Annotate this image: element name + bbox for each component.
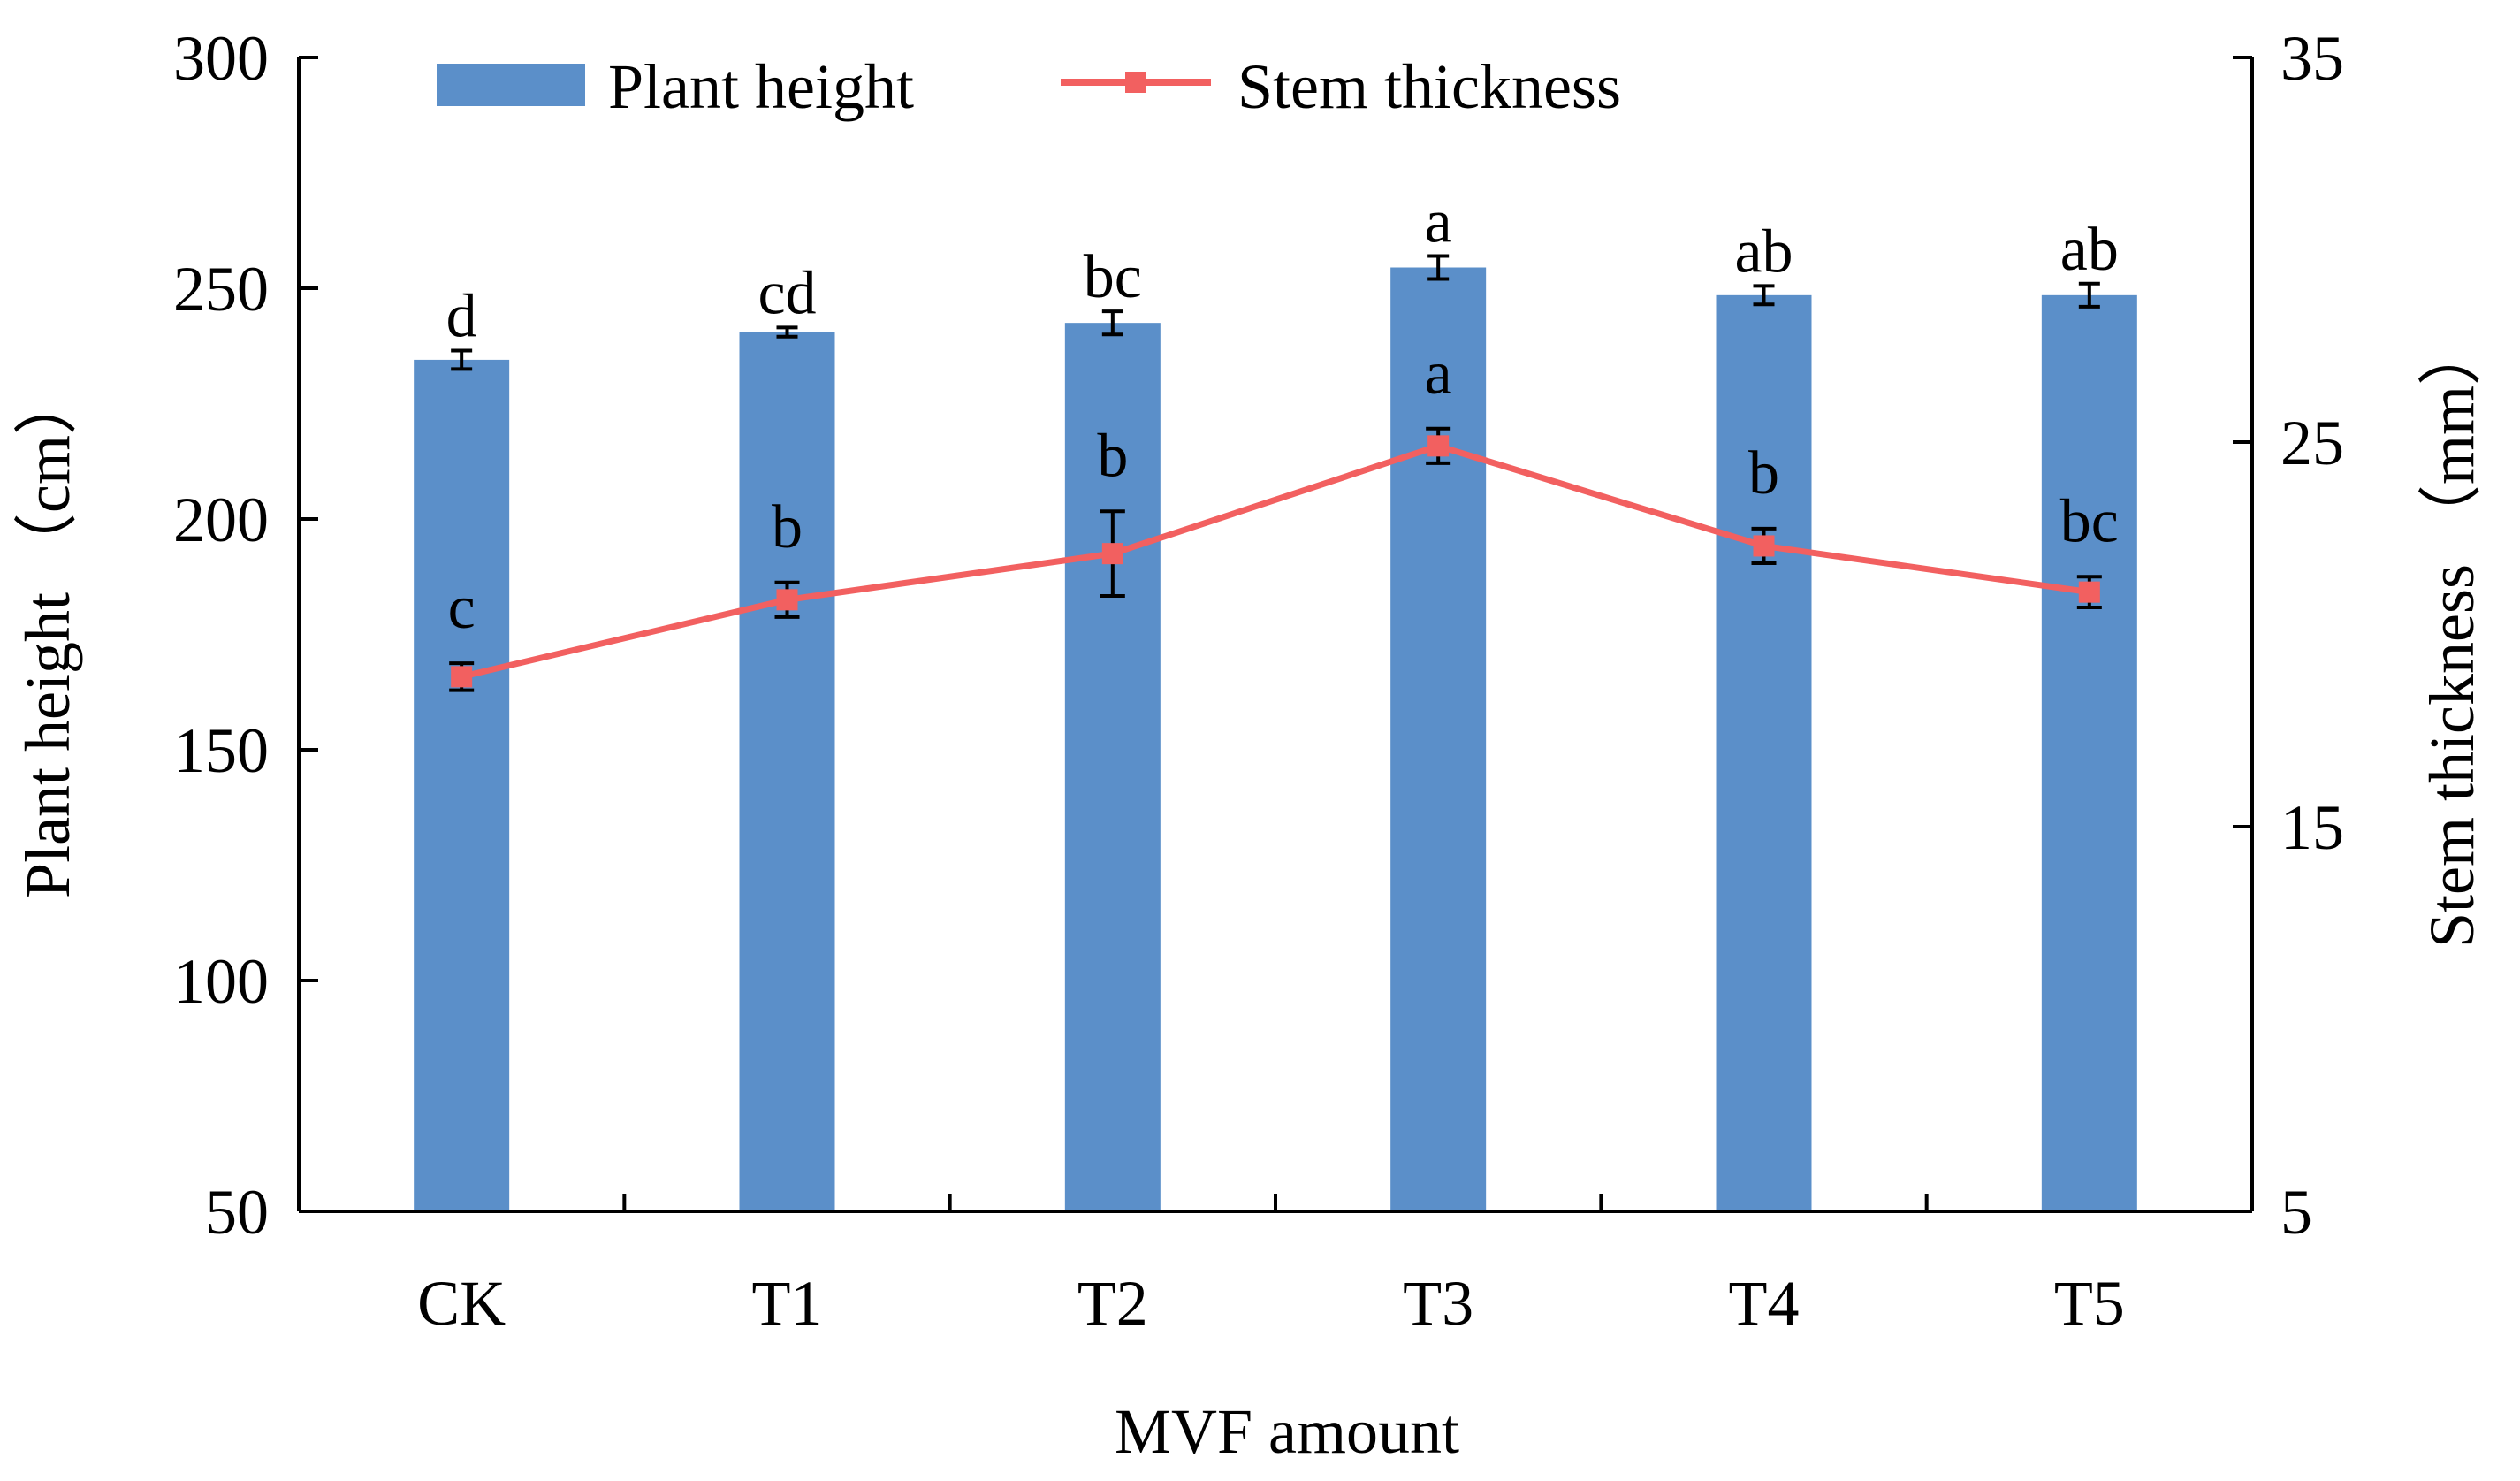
- x-tick-label-t1: T1: [752, 1268, 823, 1339]
- x-tick-label-t3: T3: [1403, 1268, 1473, 1339]
- legend-label-plant-height: Plant height: [608, 51, 914, 122]
- y-tick-label-right-15: 15: [2280, 792, 2344, 863]
- y-tick-label-left-150: 150: [173, 715, 269, 786]
- line-sig-label-t2: b: [1097, 422, 1128, 490]
- legend-swatch-plant-height: [437, 64, 585, 106]
- line-sig-label-t1: b: [772, 493, 803, 561]
- line-sig-label-t5: bc: [2060, 487, 2119, 555]
- x-axis-title: MVF amount: [1115, 1396, 1459, 1467]
- bar-ck: [414, 359, 510, 1211]
- y-tick-label-left-250: 250: [173, 254, 269, 324]
- y-tick-label-right-35: 35: [2280, 23, 2344, 94]
- line-sig-label-t3: a: [1425, 340, 1452, 408]
- line-sig-label-ck: c: [448, 574, 476, 642]
- line-point-t3: [1427, 435, 1450, 457]
- legend-label-stem-thickness: Stem thickness: [1237, 51, 1621, 122]
- x-tick-label-ck: CK: [417, 1268, 506, 1339]
- legend-marker-stem-thickness: [1125, 72, 1146, 93]
- y-tick-label-left-200: 200: [173, 485, 269, 555]
- bar-t2: [1064, 323, 1161, 1211]
- line-point-t1: [776, 589, 798, 611]
- y-tick-label-right-25: 25: [2280, 408, 2344, 478]
- bar-sig-label-t4: ab: [1734, 218, 1793, 286]
- bar-sig-label-t3: a: [1425, 187, 1452, 256]
- bar-sig-label-t5: ab: [2060, 216, 2119, 284]
- bar-t1: [739, 332, 835, 1212]
- line-point-t4: [1753, 535, 1775, 557]
- line-point-ck: [451, 666, 473, 688]
- axes-layer: 50 100 150 200 250 300 5 15 25 35 CK T1 T2 T3 T4 T5: [173, 23, 2344, 1339]
- y-tick-label-left-300: 300: [173, 23, 269, 94]
- y-axis-title-right: Stem thickness （mm）: [2417, 322, 2487, 948]
- x-tick-label-t5: T5: [2054, 1268, 2125, 1339]
- line-layer: [449, 426, 2102, 692]
- bar-t5: [2041, 294, 2137, 1212]
- line-point-t2: [1101, 543, 1123, 565]
- legend: Plant height Stem thickness: [437, 51, 1621, 122]
- bar-t3: [1390, 267, 1487, 1211]
- stem-thickness-line: [461, 442, 2090, 680]
- x-tick-label-t4: T4: [1729, 1268, 1800, 1339]
- bar-sig-label-t2: bc: [1084, 243, 1142, 311]
- y-axis-title-left: Plant height （cm）: [12, 371, 83, 898]
- line-point-t5: [2078, 581, 2100, 603]
- bar-t4: [1716, 294, 1812, 1212]
- bar-sig-label-ck: d: [446, 282, 477, 350]
- line-sig-label-t4: b: [1748, 439, 1779, 508]
- x-tick-label-t2: T2: [1077, 1268, 1148, 1339]
- y-tick-label-left-100: 100: [173, 946, 269, 1017]
- y-tick-label-left-50: 50: [205, 1177, 269, 1248]
- bar-sig-label-t1: cd: [758, 259, 816, 327]
- y-tick-label-right-5: 5: [2280, 1177, 2312, 1248]
- bars-layer: [414, 254, 2137, 1212]
